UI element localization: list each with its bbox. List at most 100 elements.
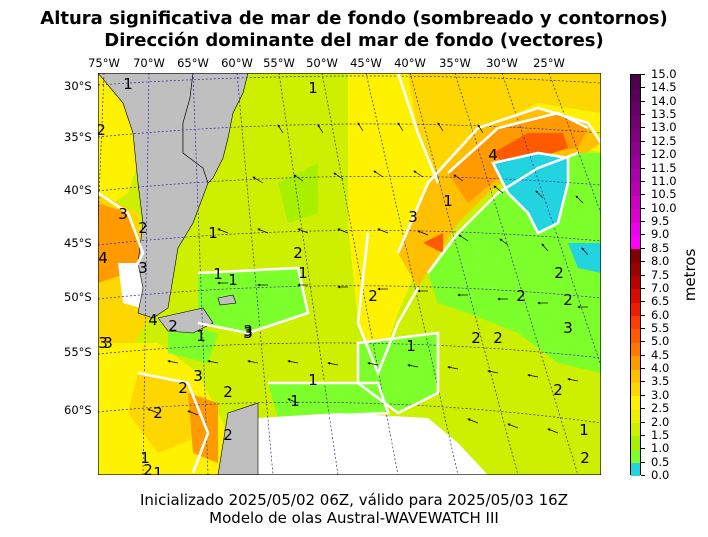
lat-label: 35°S [64,130,92,144]
colorbar-tick-mark [641,287,645,289]
colorbar-tick-label: 11.5 [651,160,677,175]
colorbar-segment [631,275,640,290]
contour-label: 1 [196,327,206,345]
colorbar-tick-mark [641,167,645,169]
colorbar-segment [631,235,640,250]
colorbar-tick-mark [641,475,645,476]
colorbar-segment [631,382,640,397]
colorbar-tick-label: 1.0 [651,441,670,456]
contour-label: 2 [493,329,503,347]
colorbar-tick-label: 1.5 [651,427,670,442]
colorbar-tick-label: 0.0 [651,468,670,482]
colorbar-tick-mark [641,140,645,142]
lat-label: 60°S [64,403,92,417]
colorbar-segment [631,302,640,317]
colorbar-segment [631,288,640,303]
colorbar-tick-label: 13.0 [651,120,677,135]
contour-label: 3 [243,324,253,342]
colorbar-tick-mark [641,341,645,343]
colorbar-tick-mark [641,421,645,423]
colorbar-tick-label: 10.5 [651,187,677,202]
contour-label: 2 [153,404,163,422]
colorbar-segment [631,128,640,143]
colorbar-segment [631,75,640,89]
colorbar-tick-label: 2.5 [651,401,670,416]
colorbar-tick-mark [641,207,645,209]
contour-label: 1 [308,79,318,97]
colorbar-tick-mark [641,408,645,410]
colorbar-tick-mark [641,234,645,236]
colorbar-segment [631,115,640,129]
lon-label: 70°W [133,56,165,70]
colorbar-tick-label: 12.0 [651,147,677,162]
lon-label: 55°W [263,56,295,70]
colorbar-tick-mark [641,354,645,356]
colorbar-tick-mark [641,394,645,396]
contour-label: 3 [193,367,203,385]
colorbar-tick-label: 3.0 [651,387,670,402]
contour-label: 2 [178,379,188,397]
colorbar-segment [631,409,640,424]
colorbar [630,74,641,477]
colorbar-segment [631,315,640,330]
colorbar-segment [631,195,640,210]
colorbar-segment [631,248,640,263]
contour-label: 1 [228,271,238,289]
colorbar-tick-label: 9.5 [651,214,670,229]
chart-title: Altura significativa de mar de fondo (so… [40,8,668,29]
contour-label: 2 [553,381,563,399]
colorbar-tick-label: 5.5 [651,320,670,335]
contour-label: 1 [123,75,133,93]
colorbar-segment [631,328,640,343]
contour-label: 4 [98,249,108,267]
contour-label: 2 [516,287,526,305]
contour-label: 2 [168,317,178,335]
colorbar-tick-mark [641,301,645,303]
colorbar-tick-label: 7.0 [651,280,670,295]
colorbar-tick-mark [641,221,645,223]
colorbar-tick-mark [641,247,645,249]
lon-label: 40°W [394,56,426,70]
contour-label: 4 [148,311,158,329]
lon-label: 60°W [221,56,253,70]
field-orange-southwest [188,393,218,463]
lon-label: 35°W [439,56,471,70]
contour-label: 2 [471,329,481,347]
contour-label: 2 [554,264,564,282]
swell-vectors [147,122,589,434]
lon-label: 30°W [486,56,518,70]
colorbar-segment [631,208,640,223]
colorbar-tick-label: 15.0 [651,67,677,81]
contour-label: 3 [408,208,418,226]
footer-init: Inicializado 2025/05/02 06Z, válido para… [140,491,568,509]
field-darkorange-small [423,233,443,253]
contour-label: 4 [488,146,498,164]
colorbar-tick-mark [641,74,645,75]
colorbar-segment [631,355,640,370]
lat-label: 55°S [64,345,92,359]
field-cyan-east2 [568,243,601,273]
colorbar-tick-label: 14.5 [651,80,677,95]
contour-label: 2 [580,449,590,467]
contour-label: 3 [563,319,573,337]
colorbar-segment [631,262,640,276]
contour-label: 2 [138,219,148,237]
colorbar-tick-label: 4.5 [651,347,670,362]
colorbar-segment [631,88,640,103]
colorbar-tick-mark [641,180,645,182]
colorbar-segment [631,181,640,196]
colorbar-tick-mark [641,87,645,89]
contours [98,73,601,474]
contour-label: 1 [208,224,218,242]
colorbar-tick-mark [641,114,645,116]
colorbar-tick-mark [641,368,645,370]
antarctic-peninsula [217,402,259,475]
falkland-islands [217,294,237,306]
colorbar-tick-mark [641,327,645,329]
contour-label: 2 [143,461,153,475]
chart-subtitle: Dirección dominante del mar de fondo (ve… [104,30,604,51]
colorbar-tick-mark [641,261,645,263]
colorbar-segment [631,141,640,156]
colorbar-segment [631,435,640,450]
colorbar-segment [631,155,640,170]
